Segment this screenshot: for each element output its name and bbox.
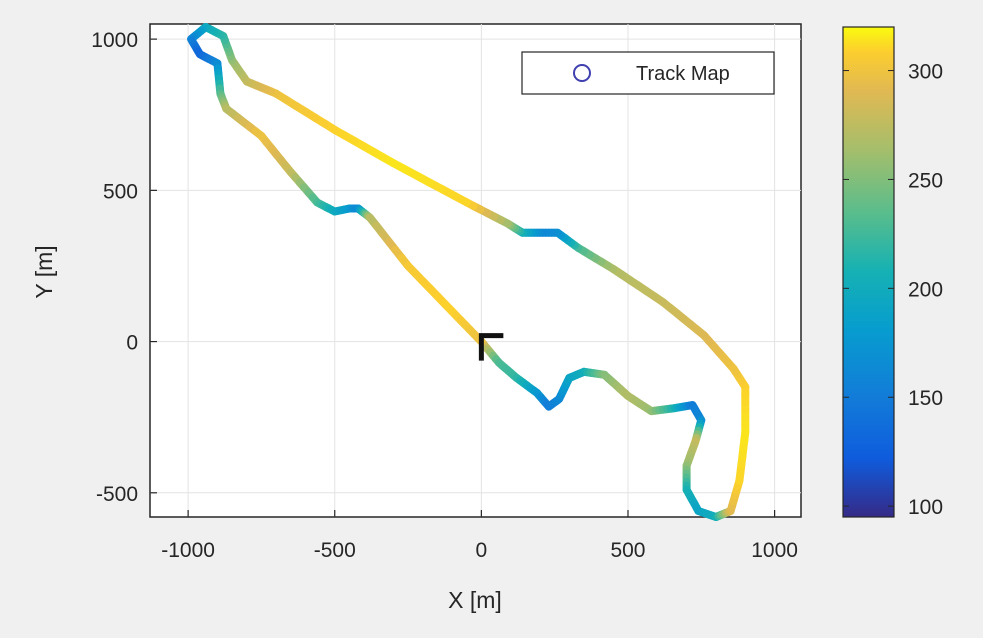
x-tick-label: 500	[610, 539, 645, 562]
y-axis-label: Y [m]	[31, 245, 57, 298]
legend-circle-marker	[573, 64, 591, 82]
legend-box	[521, 51, 775, 95]
colorbar-tick-label: 200	[908, 278, 943, 301]
colorbar-ticks: 100 150 200 250 300	[843, 61, 943, 519]
plot-area	[149, 23, 802, 518]
colorbar-tick-label: 150	[908, 387, 943, 410]
y-tick-label: 500	[103, 180, 138, 203]
colorbar-tick-label: 100	[908, 496, 943, 519]
track-line	[187, 23, 750, 521]
x-tick-label: 0	[476, 539, 488, 562]
y-tick-label: -500	[96, 483, 138, 506]
x-axis-label: X [m]	[448, 587, 502, 613]
x-tick-label: 1000	[751, 539, 798, 562]
x-tick-label: -1000	[161, 539, 215, 562]
y-tick-label: 0	[126, 332, 138, 355]
y-tick-label: 1000	[91, 29, 138, 52]
x-axis-ticks: -1000 -500 0 500 1000	[161, 510, 798, 562]
x-tick-label: -500	[314, 539, 356, 562]
colorbar	[842, 26, 895, 518]
colorbar-tick-label: 250	[908, 169, 943, 192]
start-arrow	[478, 333, 504, 361]
y-axis-ticks: -500 0 500 1000	[91, 29, 157, 506]
colorbar-tick-label: 300	[908, 61, 943, 84]
legend: Track Map	[521, 51, 775, 95]
start-arrow-marker	[478, 333, 504, 361]
legend-label: Track Map	[636, 63, 730, 85]
